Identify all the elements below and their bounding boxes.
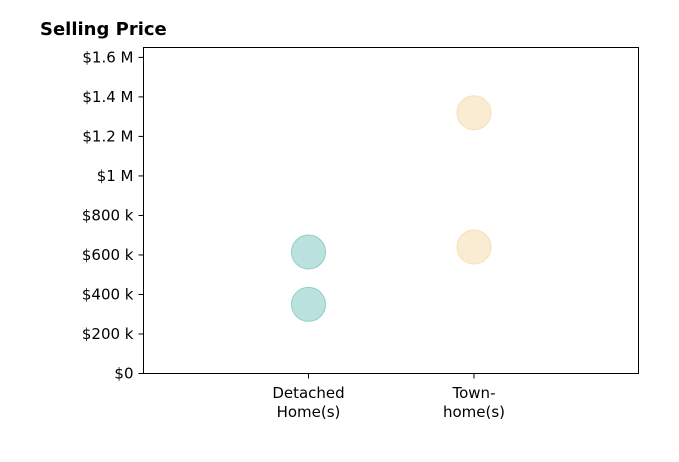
chart-title: Selling Price xyxy=(40,19,167,40)
y-axis: $0 $200 k $400 k $600 k $800 k $1 M $1.2 M $1.4… xyxy=(82,48,144,383)
x-tick-label: Town-home(s) xyxy=(443,384,505,421)
y-tick-label: $800 k xyxy=(82,206,134,224)
data-point xyxy=(291,286,326,322)
x-tick-label-line: home(s) xyxy=(443,403,505,421)
y-tick-label: $1.2 M xyxy=(82,127,133,145)
y-tick-label: $400 k xyxy=(82,285,134,303)
y-tick-label: $1.6 M xyxy=(82,48,133,66)
y-tick-label: $1 M xyxy=(97,167,134,185)
data-point xyxy=(456,95,492,131)
y-tick-label: $1.4 M xyxy=(82,88,133,106)
y-tick-label: $200 k xyxy=(82,325,134,343)
data-point xyxy=(291,234,326,270)
data-point xyxy=(456,229,492,265)
data-points xyxy=(291,95,492,322)
x-tick-label: Detached Home(s) xyxy=(272,384,344,421)
y-tick-label: $0 xyxy=(114,365,133,383)
x-tick-label-line: Home(s) xyxy=(277,403,341,421)
x-axis: Detached Home(s) Town-home(s) xyxy=(272,373,505,421)
plot-frame xyxy=(143,47,639,374)
x-tick-label-line: Detached xyxy=(272,384,344,402)
x-tick-label-line: Town- xyxy=(452,384,496,402)
y-tick-label: $600 k xyxy=(82,246,134,264)
